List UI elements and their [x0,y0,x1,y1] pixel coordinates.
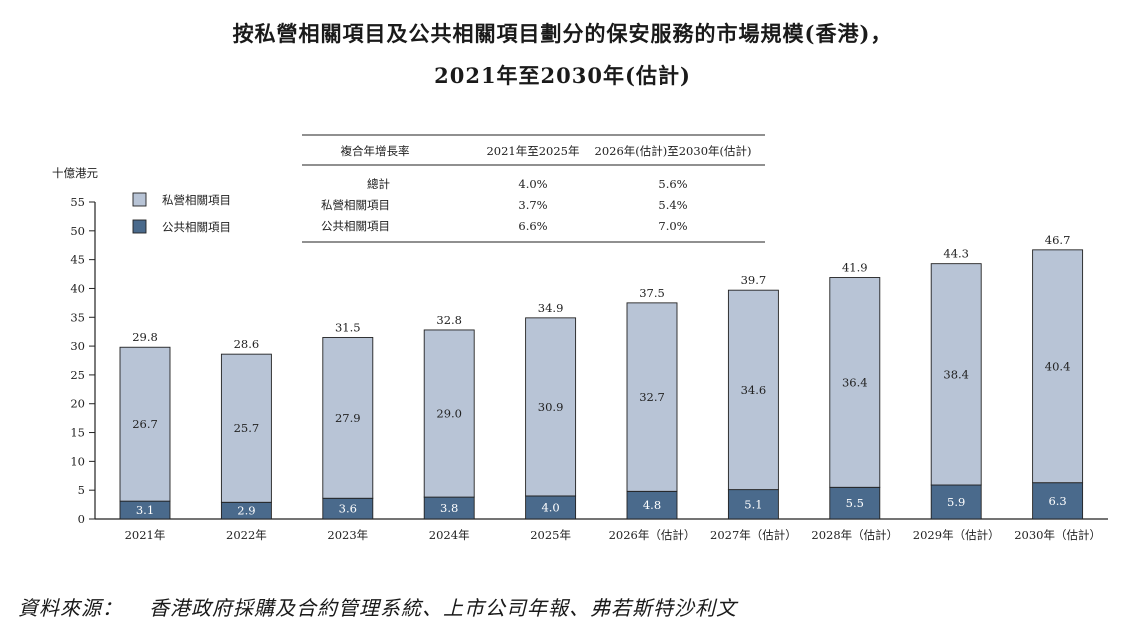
table-cell-period1: 6.6% [518,219,547,233]
y-tick-label: 55 [70,195,85,209]
data-label-public: 3.1 [136,503,154,517]
bar-private [727,289,779,491]
bar-private [930,263,982,486]
legend-label-private: 私營相關項目 [162,193,231,207]
bar-private [220,353,272,503]
data-label-total: 44.3 [943,247,969,261]
data-label-public: 4.8 [643,498,661,512]
source-text: 香港政府採購及合約管理系統、上市公司年報、弗若斯特沙利文 [149,596,737,620]
table-cell-period2: 7.0% [658,219,687,233]
chart-bars: 3.1 26.7 29.8 2021年 2.9 25.7 28.6 2022年 3.6 27.9 3… [119,233,1101,542]
y-tick-label: 45 [70,253,85,267]
chart-title-line1: 按私營相關項目及公共相關項目劃分的保安服務的市場規模(香港)， [232,21,893,46]
bar-private [829,277,881,488]
bar-private [525,317,577,497]
bar-public [1032,482,1084,520]
y-tick-label: 50 [70,224,85,238]
bar-private [1032,249,1084,484]
data-label-total: 39.7 [741,273,767,287]
y-tick-label: 15 [70,426,85,440]
y-tick-label: 0 [78,512,85,526]
x-tick-label: 2024年 [429,528,470,542]
data-label-total: 32.8 [436,313,462,327]
x-tick-label: 2027年（估計） [710,528,797,542]
data-label-private: 26.7 [132,417,158,431]
x-tick-label: 2030年（估計） [1014,528,1101,542]
x-tick-label: 2023年 [327,528,368,542]
x-tick-label: 2026年（估計） [609,528,696,542]
data-label-total: 41.9 [842,261,868,275]
legend-swatch-public [132,219,147,234]
bar-private [119,346,171,502]
table-row-label: 總計 [367,177,390,191]
y-axis-label: 十億港元 [52,166,98,180]
table-cell-period2: 5.4% [658,198,687,212]
data-label-private: 40.4 [1045,359,1071,373]
data-label-private: 30.9 [538,400,564,414]
table-cell-period1: 4.0% [518,177,547,191]
bar-private [423,329,475,498]
bar-public [626,490,678,520]
bar-private [322,336,374,499]
data-label-public: 4.0 [541,500,559,514]
y-tick-label: 25 [70,368,85,382]
bar-private [626,302,678,492]
data-label-private: 36.4 [842,375,868,389]
y-tick-label: 10 [70,454,85,468]
data-label-public: 5.1 [744,497,762,511]
x-tick-label: 2028年（估計） [811,528,898,542]
data-label-private: 32.7 [639,390,665,404]
data-label-total: 46.7 [1045,233,1071,247]
table-cell-period1: 3.7% [518,198,547,212]
y-tick-label: 30 [70,339,85,353]
data-label-private: 34.6 [741,383,767,397]
data-label-public: 6.3 [1048,494,1066,508]
data-label-private: 38.4 [943,367,969,381]
data-label-public: 5.5 [846,496,864,510]
cagr-table: 複合年增長率 2021年至2025年 2026年(估計)至2030年(估計) 總計 4.… [302,134,765,243]
y-tick-label: 20 [70,397,85,411]
data-label-private: 25.7 [234,421,260,435]
bar-public [829,486,881,520]
bar-public [727,489,779,520]
legend-label-public: 公共相關項目 [162,220,231,234]
data-label-private: 29.0 [436,407,462,421]
y-tick-label: 5 [78,483,85,497]
table-header-period1: 2021年至2025年 [486,144,579,158]
source-label: 資料來源： [18,596,123,620]
data-label-total: 37.5 [639,286,665,300]
data-label-total: 28.6 [234,337,260,351]
y-tick-label: 40 [70,281,85,295]
source-note: 資料來源： 香港政府採購及合約管理系統、上市公司年報、弗若斯特沙利文 [18,592,737,621]
table-header-label: 複合年增長率 [341,144,410,158]
table-header-period2: 2026年(估計)至2030年(估計) [595,144,752,158]
x-tick-label: 2025年 [530,528,571,542]
table-row-label: 公共相關項目 [321,219,390,233]
table-row-label: 私營相關項目 [321,198,390,212]
x-tick-label: 2029年（估計） [913,528,1000,542]
data-label-total: 31.5 [335,320,361,334]
legend-swatch-private [132,192,147,207]
bar-public [930,484,982,520]
data-label-total: 29.8 [132,330,158,344]
data-label-public: 2.9 [237,504,255,518]
data-label-public: 3.6 [339,502,357,516]
data-label-public: 5.9 [947,495,965,509]
x-tick-label: 2021年 [125,528,166,542]
data-label-public: 3.8 [440,501,458,515]
chart-svg: 複合年增長率 2021年至2025年 2026年(估計)至2030年(估計) 總計 4.… [52,134,1108,542]
chart-title-line2: 2021年至2030年(估計) [434,63,691,88]
data-label-total: 34.9 [538,301,564,315]
x-tick-label: 2022年 [226,528,267,542]
y-tick-label: 35 [70,310,85,324]
data-label-private: 27.9 [335,411,361,425]
table-cell-period2: 5.6% [658,177,687,191]
